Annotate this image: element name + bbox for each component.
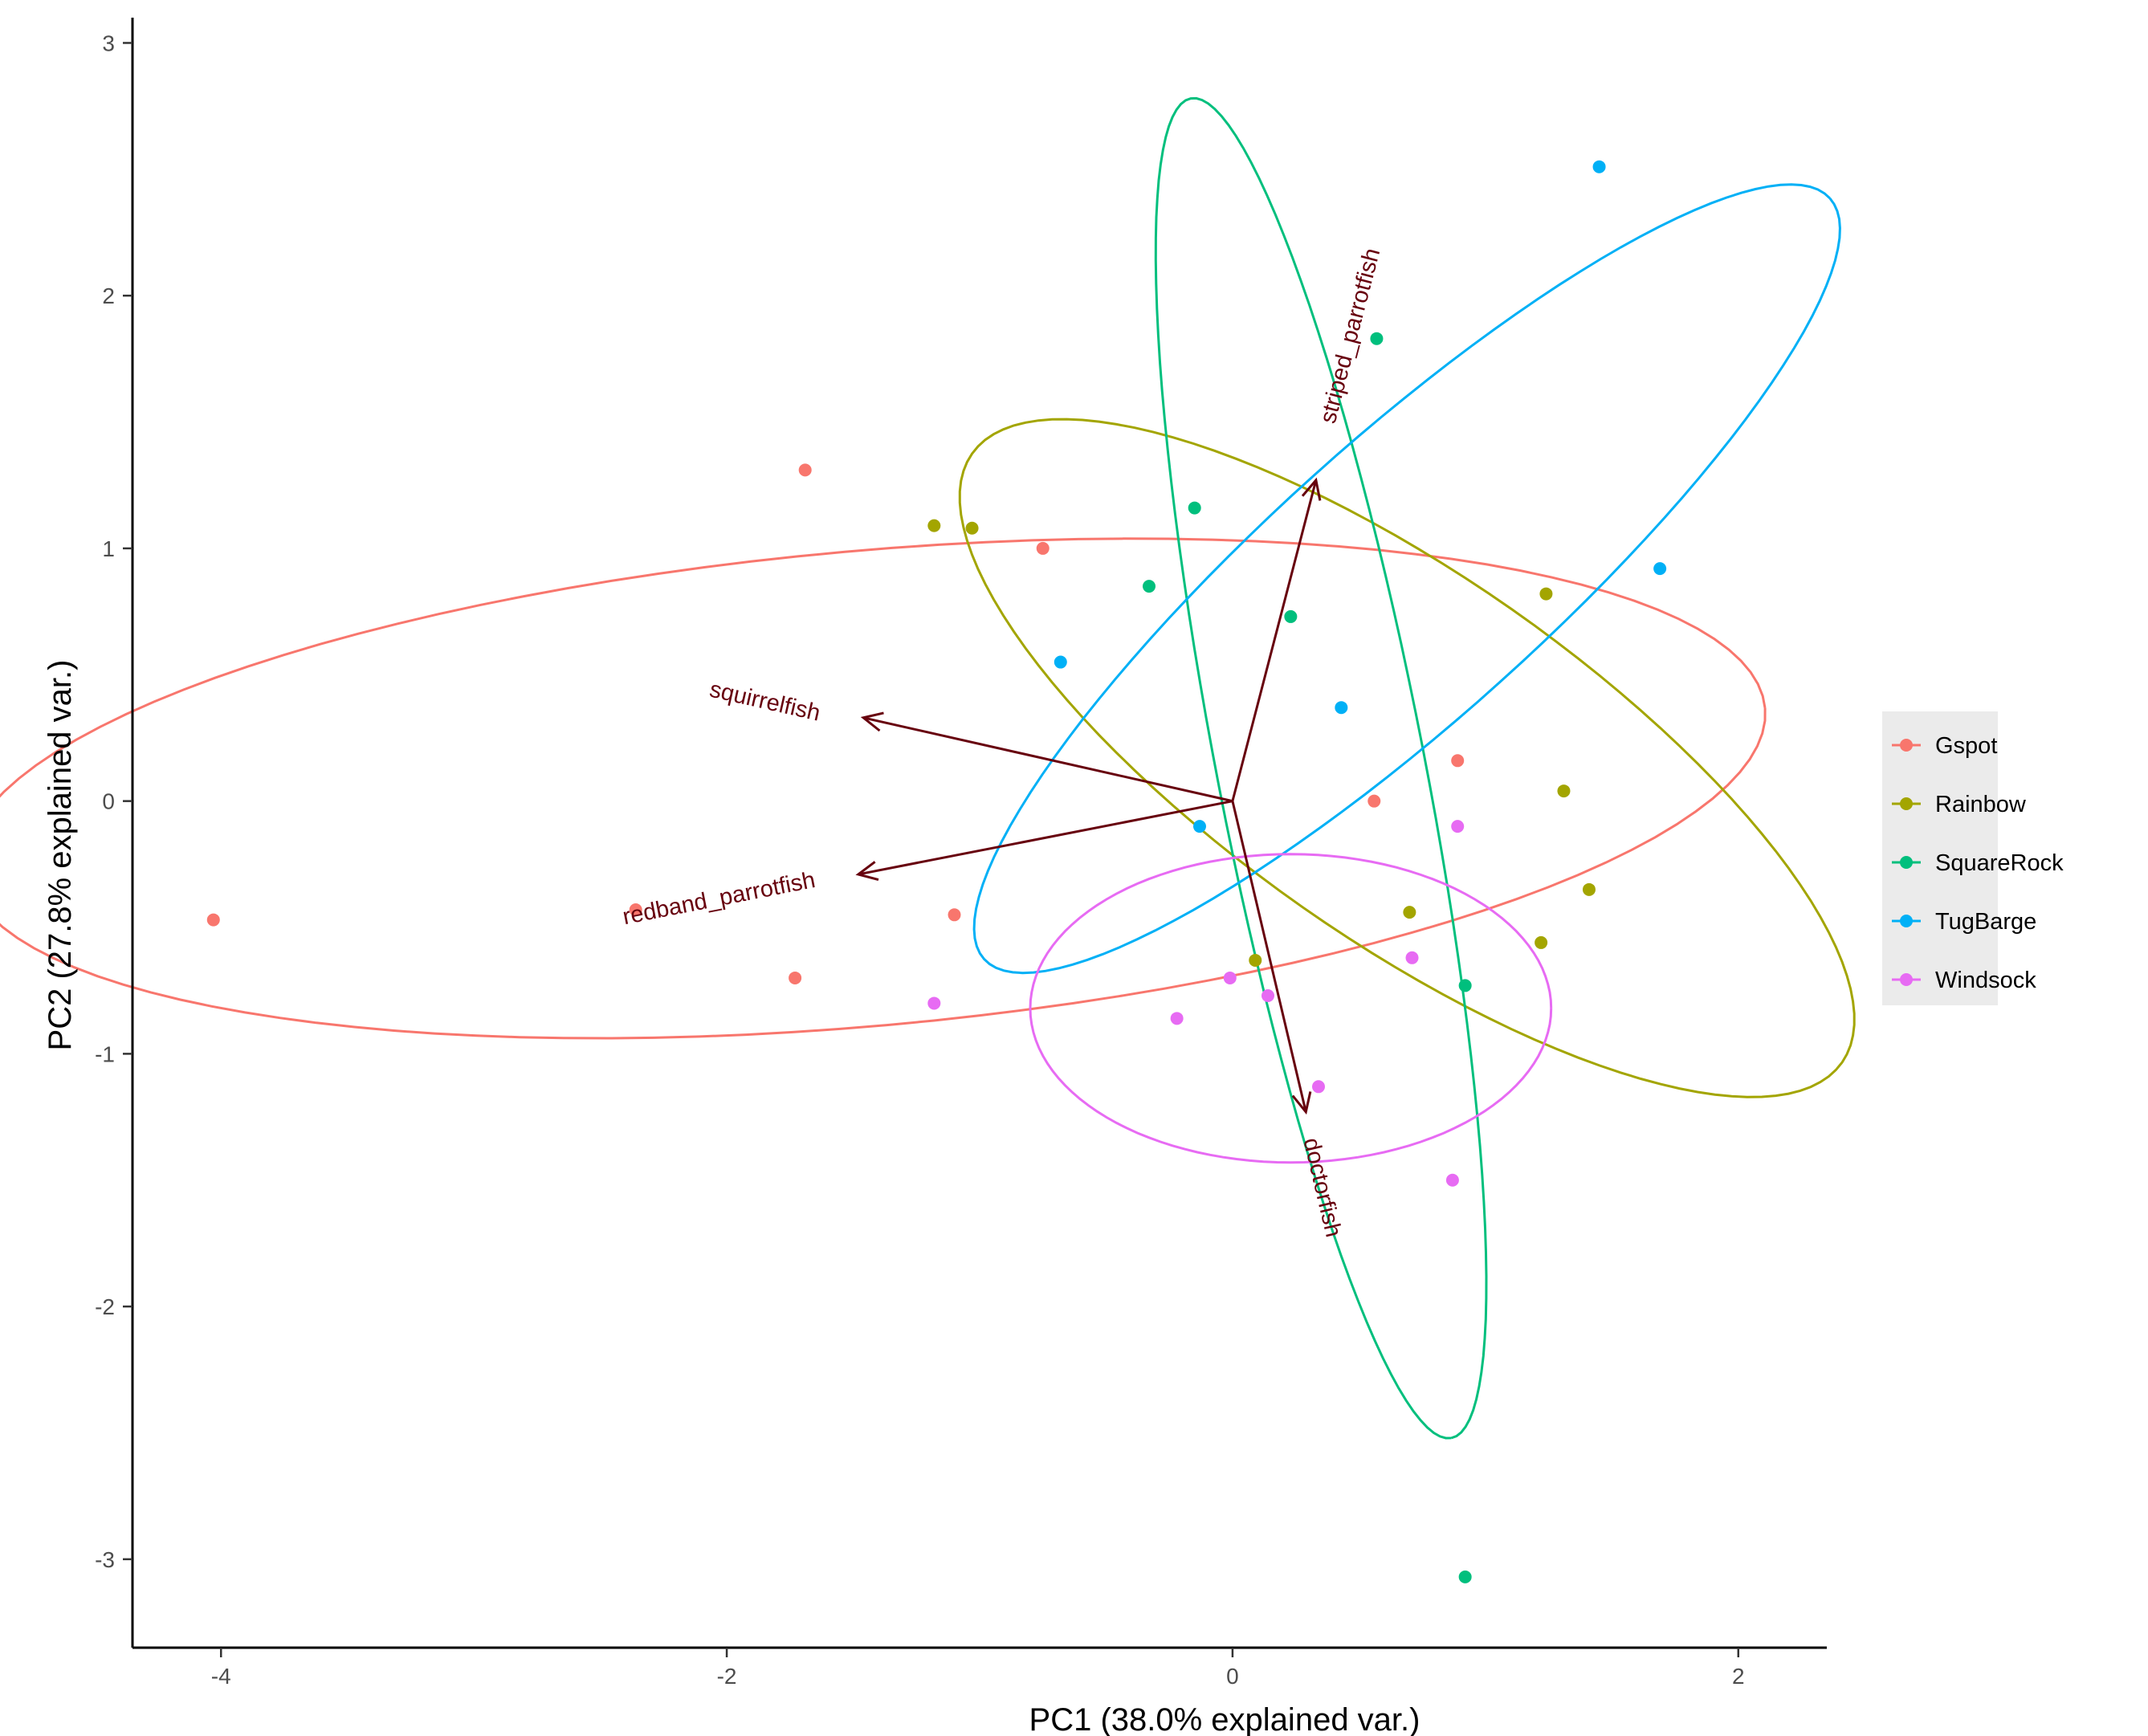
loading-arrowhead (1301, 477, 1322, 501)
loading-arrowhead (860, 711, 884, 732)
point-rainbow (1582, 882, 1596, 896)
loading-arrow-squirrelfish (862, 716, 1233, 803)
point-tugbarge (1335, 701, 1348, 715)
point-gspot (789, 971, 802, 984)
point-squarerock (1370, 332, 1384, 345)
point-windsock (1405, 951, 1419, 964)
x-axis-ticks: -4 -2 0 2 (211, 1648, 1745, 1689)
point-gspot (1036, 541, 1050, 555)
loading-arrows (855, 477, 1322, 1115)
point-tugbarge (1592, 160, 1606, 173)
loading-label-squirrelfish: squirrelfish (707, 677, 823, 727)
point-windsock (1223, 971, 1237, 984)
point-gspot (1367, 794, 1381, 808)
point-squarerock (1188, 501, 1201, 515)
x-tick-label: -4 (211, 1664, 231, 1689)
confidence-ellipses (0, 96, 1856, 1440)
point-tugbarge (1653, 562, 1667, 576)
point-squarerock (1143, 580, 1156, 593)
x-tick-label: 0 (1226, 1664, 1239, 1689)
legend-key-point (1900, 915, 1913, 927)
point-windsock (1451, 820, 1465, 833)
legend-key-point (1900, 739, 1913, 752)
loading-arrowhead (1291, 1091, 1312, 1115)
point-windsock (927, 996, 941, 1010)
ellipse-rainbow (958, 418, 1856, 1098)
y-tick-label: -2 (95, 1294, 115, 1319)
ellipse-squarerock (1154, 96, 1488, 1440)
point-gspot (629, 903, 642, 916)
legend: Gspot Rainbow SquareRock TugBarge Windsock (1882, 711, 2064, 1005)
point-rainbow (1249, 953, 1262, 967)
point-squarerock (1458, 979, 1472, 992)
point-rainbow (1535, 935, 1548, 949)
legend-key-point (1900, 797, 1913, 810)
loading-arrow-redband_parrotfish (858, 800, 1233, 876)
y-axis-title: PC2 (27.8% explained var.) (43, 660, 78, 1051)
x-tick-label: -2 (717, 1664, 737, 1689)
data-points (206, 160, 1667, 1583)
point-windsock (1445, 1173, 1459, 1187)
axes (131, 18, 1827, 1649)
point-windsock (1312, 1080, 1325, 1094)
y-tick-label: -1 (95, 1041, 115, 1066)
y-tick-label: 3 (102, 31, 115, 55)
loading-label-redband_parrotfish: redband_parrotfish (621, 867, 817, 930)
point-tugbarge (1054, 655, 1067, 669)
ellipse-tugbarge (972, 183, 1841, 975)
point-gspot (206, 913, 220, 927)
ellipse-windsock (1029, 853, 1553, 1164)
y-tick-label: 0 (102, 789, 115, 814)
point-gspot (1451, 754, 1465, 768)
legend-label-squarerock: SquareRock (1935, 850, 2064, 876)
x-tick-label: 2 (1732, 1664, 1745, 1689)
x-axis-title: PC1 (38.0% explained var.) (1029, 1702, 1420, 1736)
point-windsock (1261, 989, 1275, 1002)
point-gspot (948, 908, 961, 922)
point-rainbow (1539, 587, 1553, 601)
y-axis-ticks: -3 -2 -1 0 1 2 3 (95, 31, 132, 1572)
point-rainbow (965, 521, 979, 535)
point-squarerock (1458, 1570, 1472, 1583)
loading-arrowhead (855, 861, 879, 881)
y-tick-label: 2 (102, 283, 115, 308)
ellipse-gspot (0, 537, 1767, 1040)
loading-labels: squirrelfishredband_parrotfishstriped_pa… (621, 246, 1386, 1240)
loading-label-doctorfish: doctorfish (1298, 1135, 1346, 1240)
y-tick-label: 1 (102, 536, 115, 561)
legend-label-gspot: Gspot (1935, 733, 1997, 759)
point-rainbow (1403, 906, 1416, 919)
point-gspot (798, 463, 812, 477)
point-rainbow (1557, 784, 1571, 798)
point-tugbarge (1192, 820, 1206, 833)
legend-key-point (1900, 973, 1913, 986)
legend-label-rainbow: Rainbow (1935, 792, 2027, 817)
loading-arrow-striped_parrotfish (1231, 479, 1318, 802)
point-windsock (1170, 1012, 1184, 1025)
legend-label-windsock: Windsock (1935, 968, 2036, 993)
legend-key-point (1900, 856, 1913, 869)
loading-arrow-doctorfish (1231, 801, 1307, 1113)
y-tick-label: -3 (95, 1547, 115, 1572)
point-squarerock (1284, 609, 1298, 623)
legend-label-tugbarge: TugBarge (1935, 909, 2036, 935)
point-rainbow (927, 519, 941, 532)
